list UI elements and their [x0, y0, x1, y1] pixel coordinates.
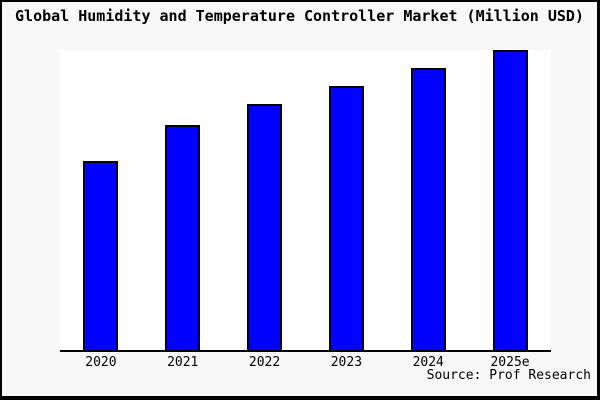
- bar-2023: [328, 86, 364, 350]
- bar-2025e: [492, 50, 528, 350]
- bar-slot-2022: [224, 50, 306, 350]
- bar-slot-2023: [305, 50, 387, 350]
- plot-area: [60, 50, 551, 352]
- bar-slot-2024: [387, 50, 469, 350]
- bar-2021: [165, 125, 201, 350]
- x-tick-label-2021: 2021: [167, 355, 199, 370]
- bar-slot-2020: [60, 50, 142, 350]
- bar-slot-2021: [142, 50, 224, 350]
- x-tick-label-2025e: 2025e: [490, 355, 530, 370]
- x-tick-label-2022: 2022: [248, 355, 281, 370]
- x-tick-label-2024: 2024: [412, 355, 444, 370]
- bar-2024: [410, 68, 446, 350]
- x-axis-labels: 2020 2021 2022 2023 2024 2025e: [60, 355, 551, 370]
- x-tick-label-2023: 2023: [330, 355, 363, 370]
- bar-2022: [247, 104, 283, 350]
- bar-slot-2025e: [469, 50, 551, 350]
- source-note: Source: Prof Research: [426, 368, 591, 383]
- bar-2020: [83, 161, 119, 350]
- chart-title: Global Humidity and Temperature Controll…: [15, 7, 584, 25]
- x-tick-label-2020: 2020: [85, 355, 117, 370]
